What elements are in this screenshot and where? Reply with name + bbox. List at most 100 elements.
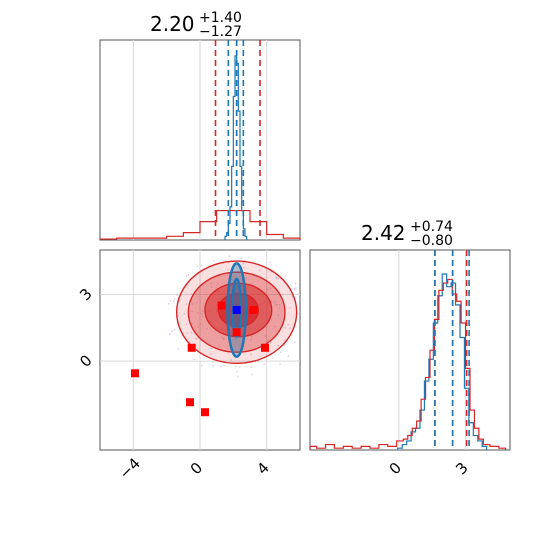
scatter-point (189, 316, 191, 319)
scatter-point (196, 265, 198, 267)
scatter-point (294, 288, 296, 291)
scatter-point (169, 300, 171, 302)
scatter-point (220, 365, 222, 368)
title-param1: 2.20 +1.40 −1.27 (150, 10, 242, 40)
scatter-point (185, 323, 188, 326)
scatter-point (212, 365, 214, 367)
scatter-point (177, 348, 180, 350)
scatter-point (173, 297, 176, 300)
scatter-point (199, 323, 202, 326)
title-param2: 2.42 +0.74 −0.80 (361, 219, 453, 249)
scatter-point (172, 300, 175, 302)
scatter-point (185, 275, 188, 277)
scatter-point (183, 313, 186, 315)
scatter-point (236, 370, 238, 373)
scatter-point (284, 339, 286, 341)
scatter-point (267, 288, 269, 291)
scatter-point (242, 262, 244, 265)
scatter-point (206, 328, 209, 330)
panel-top-left (99, 39, 301, 241)
scatter-point (275, 304, 277, 306)
scatter-point (294, 282, 297, 285)
title-param2-minus: −0.80 (410, 233, 453, 249)
panel-bottom-left (99, 249, 301, 451)
scatter-point (299, 339, 300, 341)
scatter-point (278, 307, 281, 309)
scatter-point (263, 363, 266, 366)
ytick-label-joint: 0 (76, 351, 95, 370)
scatter-point (279, 351, 282, 354)
scatter-point (274, 325, 276, 328)
scatter-point (224, 364, 226, 367)
blue-marker (232, 306, 241, 314)
scatter-point (250, 353, 253, 356)
scatter-point (277, 277, 280, 280)
scatter-point (209, 353, 212, 355)
title-param1-minus: −1.27 (199, 24, 242, 40)
scatter-point (258, 269, 261, 272)
scatter-point (228, 255, 231, 257)
scatter-point (231, 278, 233, 281)
red-marker (186, 398, 194, 407)
scatter-point (287, 355, 290, 357)
scatter-point (197, 312, 199, 314)
scatter-point (194, 338, 197, 340)
title-param1-plus: +1.40 (199, 10, 242, 26)
scatter-point (288, 327, 291, 330)
scatter-point (277, 314, 280, 316)
histogram-red (309, 278, 507, 450)
red-marker (217, 301, 226, 310)
red-marker (201, 408, 209, 417)
red-marker (131, 369, 139, 378)
scatter-point (269, 261, 271, 264)
scatter-point (213, 260, 215, 262)
scatter-point (210, 347, 213, 350)
scatter-point (279, 363, 281, 366)
scatter-point (223, 338, 225, 341)
xtick-label-joint: 0 (187, 459, 206, 478)
scatter-point (187, 274, 190, 276)
scatter-point (195, 337, 198, 339)
scatter-point (284, 327, 287, 329)
title-param1-value: 2.20 (150, 12, 195, 36)
histogram-blue (224, 55, 248, 240)
scatter-point (242, 266, 245, 269)
scatter-point (257, 360, 260, 363)
scatter-point (186, 332, 189, 334)
scatter-point (200, 312, 203, 315)
scatter-point (195, 301, 198, 304)
scatter-point (171, 330, 173, 333)
panel-bottom-right (309, 249, 511, 451)
scatter-point (200, 264, 203, 267)
scatter-point (185, 303, 188, 305)
scatter-point (191, 310, 193, 312)
scatter-point (176, 294, 179, 297)
scatter-point (251, 373, 254, 376)
xtick-label-param2: 0 (386, 459, 405, 478)
scatter-point (267, 339, 269, 342)
scatter-point (191, 303, 194, 305)
red-marker (187, 343, 196, 352)
scatter-point (269, 342, 272, 344)
red-marker (249, 306, 258, 314)
scatter-point (250, 366, 253, 369)
scatter-point (211, 286, 213, 288)
scatter-point (227, 268, 229, 271)
scatter-point (274, 301, 276, 303)
scatter-point (190, 331, 193, 334)
scatter-point (234, 365, 237, 368)
scatter-point (294, 341, 296, 344)
scatter-point (264, 335, 267, 337)
scatter-point (234, 338, 237, 341)
scatter-point (210, 282, 213, 285)
scatter-point (217, 282, 219, 285)
red-marker (261, 343, 269, 352)
scatter-point (291, 295, 294, 298)
scatter-point (269, 287, 272, 289)
histogram-red (99, 209, 301, 240)
scatter-point (201, 315, 204, 318)
scatter-point (284, 275, 286, 278)
scatter-point (287, 323, 289, 326)
scatter-point (283, 344, 286, 346)
xtick-label-joint: 4 (253, 459, 272, 478)
